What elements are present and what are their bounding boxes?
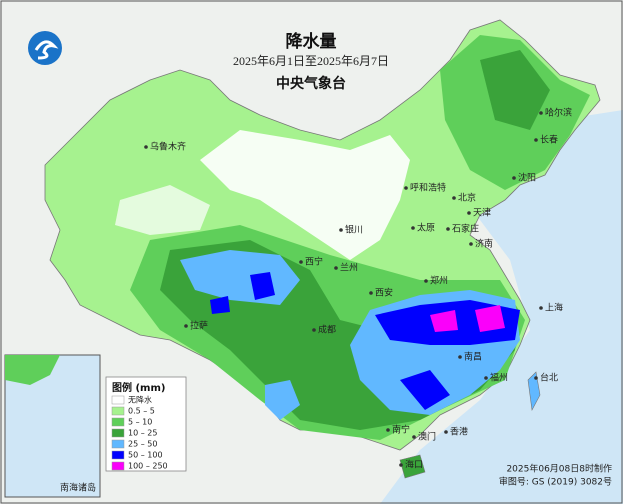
- city-label: 石家庄: [452, 223, 479, 235]
- city-label: 澳门: [418, 431, 436, 443]
- legend-swatch: [111, 428, 125, 438]
- city-label: 台北: [540, 372, 558, 384]
- legend-label: 100 – 250: [128, 462, 168, 471]
- city-label: 成都: [318, 324, 336, 336]
- city-label: 长春: [540, 134, 558, 146]
- no-rain-area: [200, 130, 410, 260]
- city-dot: [534, 138, 538, 142]
- rain-10-25: [480, 50, 550, 130]
- logo-swirl: [34, 40, 59, 60]
- legend-label: 无降水: [128, 395, 152, 405]
- hainan: [399, 454, 426, 479]
- city-dot: [312, 328, 316, 332]
- legend-swatch: [111, 395, 125, 405]
- city-dot: [411, 226, 415, 230]
- city-label: 福州: [490, 372, 508, 384]
- no-rain-area: [115, 185, 210, 235]
- city-dot: [334, 266, 338, 270]
- city-dot: [386, 428, 390, 432]
- city-label: 香港: [450, 426, 468, 438]
- city-label: 郑州: [430, 275, 448, 287]
- city-dot: [539, 111, 543, 115]
- city-dot: [484, 376, 488, 380]
- legend-label: 10 – 25: [128, 429, 157, 438]
- city-label: 沈阳: [518, 172, 536, 184]
- city-label: 西安: [375, 287, 393, 299]
- legend-label: 25 – 50: [128, 440, 157, 449]
- city-dot: [539, 306, 543, 310]
- rain-50-100: [400, 370, 450, 410]
- approval-number: 审图号: GS (2019) 3082号: [499, 476, 612, 488]
- inset-land: [5, 355, 60, 385]
- rain-50-100: [250, 272, 275, 300]
- legend-swatch: [111, 439, 125, 449]
- taiwan: [527, 371, 541, 411]
- city-dot: [512, 176, 516, 180]
- city-dot: [412, 435, 416, 439]
- city-dot: [184, 324, 188, 328]
- city-dot: [446, 227, 450, 231]
- city-dot: [424, 279, 428, 283]
- city-dot: [144, 145, 148, 149]
- city-label: 哈尔滨: [545, 107, 572, 119]
- city-label: 上海: [545, 302, 563, 314]
- agency: 中央气象台: [276, 75, 346, 92]
- city-dot: [299, 260, 303, 264]
- legend-label: 50 – 100: [128, 451, 163, 460]
- city-label: 太原: [417, 222, 435, 234]
- inset-label: 南海诸岛: [60, 482, 96, 494]
- legend-label: 0.5 – 5: [128, 407, 155, 416]
- city-dot: [452, 196, 456, 200]
- city-dot: [404, 186, 408, 190]
- made-time: 2025年06月08日8时制作: [506, 463, 612, 475]
- city-dot: [458, 355, 462, 359]
- legend-title: 图例 (mm): [112, 381, 165, 394]
- city-dot: [467, 211, 471, 215]
- rain-100-250: [430, 310, 458, 332]
- city-dot: [339, 228, 343, 232]
- city-label: 银川: [345, 224, 363, 236]
- city-dot: [369, 291, 373, 295]
- city-label: 南宁: [392, 424, 410, 436]
- date-range: 2025年6月1日至2025年6月7日: [233, 54, 389, 68]
- city-label: 西宁: [305, 256, 323, 268]
- city-label: 海口: [405, 459, 423, 471]
- legend-swatch: [111, 417, 125, 427]
- city-label: 兰州: [340, 262, 358, 274]
- city-label: 拉萨: [190, 320, 208, 332]
- rain-50-100: [210, 296, 230, 314]
- sea: [380, 110, 623, 504]
- title: 降水量: [286, 31, 337, 52]
- city-dot: [399, 463, 403, 467]
- legend-swatch: [111, 450, 125, 460]
- city-dot: [469, 242, 473, 246]
- city-label: 乌鲁木齐: [150, 141, 186, 153]
- legend-swatch: [111, 461, 125, 471]
- legend-items: 无降水 0.5 – 5 5 – 10 10 – 25 25 – 50 50 – 100 10…: [111, 395, 168, 471]
- rain-100-250: [475, 305, 505, 332]
- city-dot: [534, 376, 538, 380]
- city-label: 呼和浩特: [410, 182, 446, 194]
- legend-swatch: [111, 406, 125, 416]
- city-label: 北京: [458, 192, 476, 204]
- rain-25-50: [265, 380, 300, 420]
- city-dot: [444, 430, 448, 434]
- city-label: 天津: [473, 208, 491, 219]
- city-label: 济南: [475, 238, 493, 250]
- city-label: 南昌: [464, 351, 482, 363]
- legend-label: 5 – 10: [128, 418, 152, 427]
